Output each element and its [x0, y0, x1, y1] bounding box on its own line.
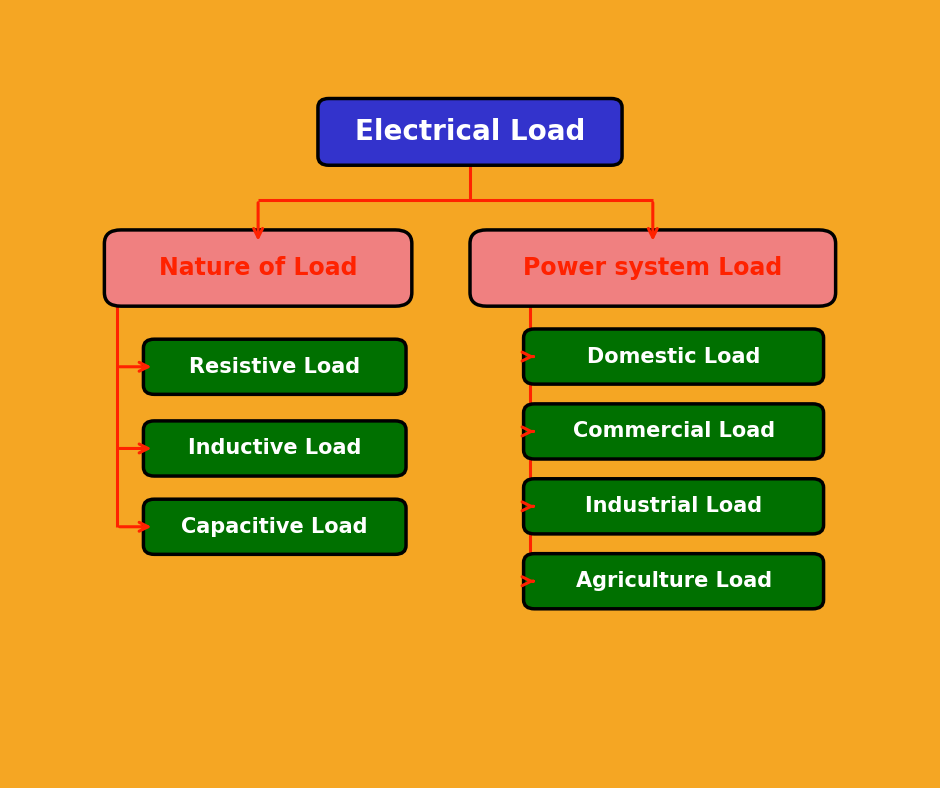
FancyBboxPatch shape	[144, 421, 406, 476]
FancyBboxPatch shape	[524, 554, 823, 609]
Text: Inductive Load: Inductive Load	[188, 438, 361, 459]
Text: Commercial Load: Commercial Load	[572, 422, 775, 441]
FancyBboxPatch shape	[524, 479, 823, 534]
Text: Capacitive Load: Capacitive Load	[181, 517, 368, 537]
FancyBboxPatch shape	[470, 230, 836, 307]
FancyBboxPatch shape	[524, 329, 823, 384]
Text: Resistive Load: Resistive Load	[189, 357, 360, 377]
Text: Industrial Load: Industrial Load	[585, 496, 762, 516]
FancyBboxPatch shape	[144, 499, 406, 554]
Text: Power system Load: Power system Load	[524, 256, 782, 280]
FancyBboxPatch shape	[318, 98, 622, 165]
FancyBboxPatch shape	[104, 230, 412, 307]
FancyBboxPatch shape	[524, 404, 823, 459]
Text: Domestic Load: Domestic Load	[587, 347, 760, 366]
Text: Electrical Load: Electrical Load	[354, 118, 586, 146]
Text: Nature of Load: Nature of Load	[159, 256, 357, 280]
Text: Agriculture Load: Agriculture Load	[575, 571, 772, 591]
FancyBboxPatch shape	[144, 339, 406, 394]
